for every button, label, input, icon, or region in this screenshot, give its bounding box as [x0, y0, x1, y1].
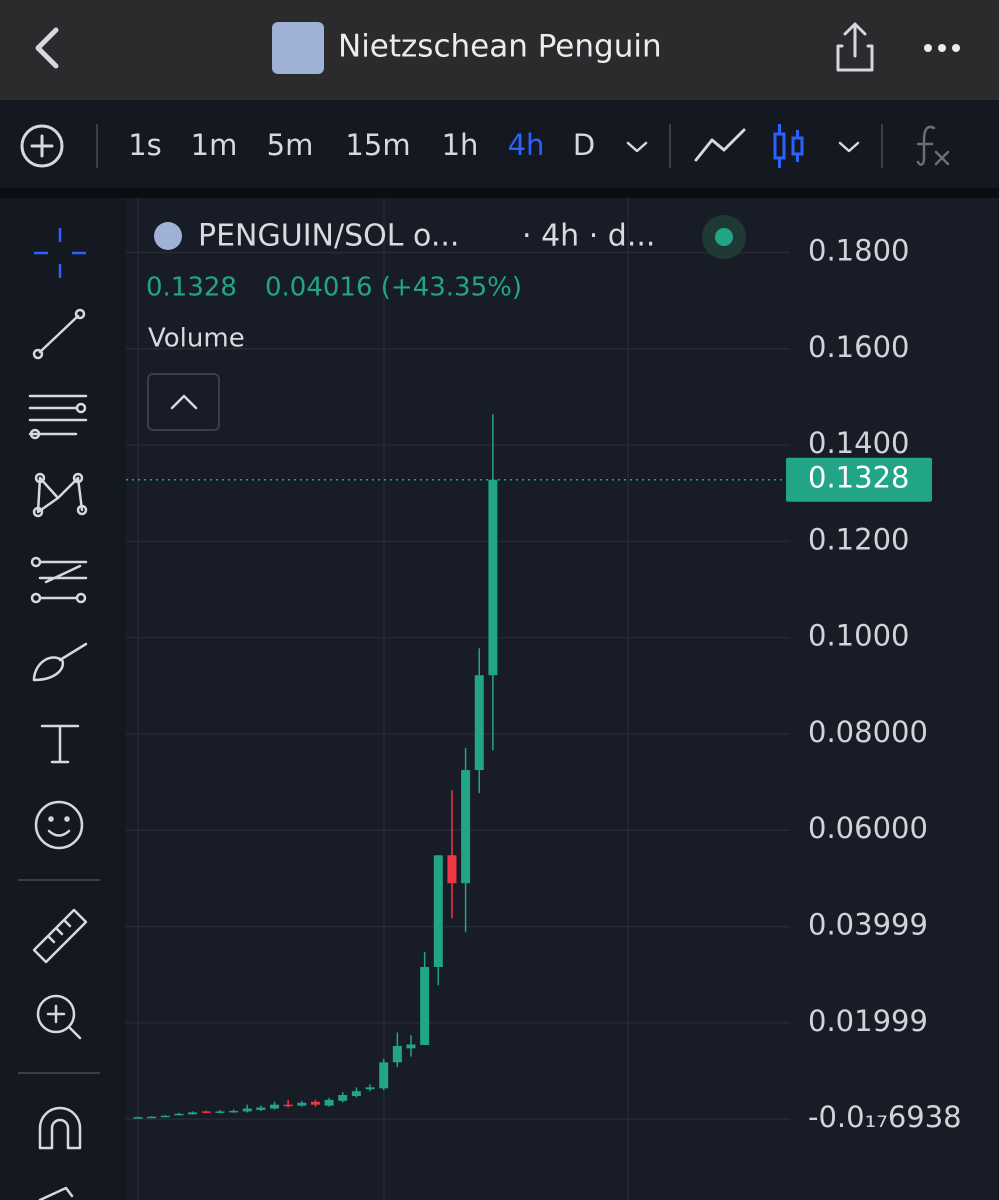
candle-body — [433, 855, 443, 967]
grid — [126, 251, 790, 1120]
y-tick-label: 0.08000 — [808, 715, 928, 749]
legend-change: 0.04016 (+43.35%) — [265, 273, 522, 303]
toolbar — [0, 100, 999, 188]
price-label-bg — [786, 457, 932, 502]
more-button[interactable] — [924, 44, 960, 52]
legend-symbol: PENGUIN/SOL o... — [198, 219, 459, 254]
y-tick-label: 0.1000 — [808, 619, 909, 653]
interval-button[interactable]: 5m — [267, 128, 314, 162]
legend-price: 0.1328 — [146, 273, 237, 303]
interval-dropdown[interactable] — [626, 141, 648, 153]
candle-body — [461, 770, 471, 884]
interval-button[interactable]: 1h — [442, 128, 479, 162]
candle-body — [474, 675, 484, 771]
interval-button[interactable]: 1m — [191, 128, 238, 162]
candle-body — [392, 1045, 402, 1063]
chart-panel — [126, 198, 999, 1200]
zoom-tool[interactable] — [36, 994, 82, 1040]
candle-body — [420, 966, 430, 1045]
candle-body — [488, 479, 498, 676]
y-tick-label: 0.06000 — [808, 811, 928, 845]
candle-chart-button[interactable] — [773, 124, 804, 168]
candle-body — [201, 1111, 211, 1113]
tool-sidebar — [0, 198, 118, 1200]
candle-body — [351, 1091, 361, 1097]
candle-body — [283, 1104, 293, 1107]
line-chart-button[interactable] — [694, 128, 746, 162]
candle-body — [447, 855, 457, 884]
horizontal-lines-tool[interactable] — [28, 394, 88, 440]
candle-body — [270, 1104, 279, 1109]
candle-body — [160, 1115, 170, 1118]
y-tick-label: -0.0₁₇6938 — [808, 1100, 962, 1134]
candle-body — [229, 1110, 239, 1113]
legend-meta: · 4h · d... — [522, 219, 655, 254]
pattern-tool[interactable] — [32, 472, 88, 518]
candle-body — [215, 1111, 225, 1113]
chart-type-dropdown[interactable] — [838, 141, 860, 153]
candle-body — [338, 1095, 348, 1101]
token-icon — [272, 22, 324, 74]
plot — [126, 414, 786, 1119]
header-title: Nietzschean Penguin — [338, 29, 662, 65]
trend-line-tool[interactable] — [32, 308, 86, 360]
magnet-tool[interactable] — [38, 1106, 82, 1150]
text-tool[interactable] — [40, 724, 80, 764]
candle-body — [365, 1087, 375, 1090]
candle-body — [379, 1062, 389, 1089]
emoji-tool[interactable] — [34, 800, 84, 850]
fib-tool[interactable] — [30, 556, 88, 604]
candle-body — [406, 1044, 416, 1049]
interval-button[interactable]: 4h — [508, 128, 545, 162]
price-axis: 0.1800 0.1600 0.1400 0.1200 0.1000 0.08000 0.0… — [786, 233, 962, 1134]
add-indicator-button[interactable] — [20, 124, 64, 168]
candle-body — [147, 1116, 157, 1119]
y-tick-label: 0.01999 — [808, 1004, 928, 1038]
y-tick-label: 0.03999 — [808, 908, 928, 942]
interval-button[interactable]: 15m — [345, 128, 410, 162]
candle-body — [324, 1099, 334, 1106]
back-button[interactable] — [35, 27, 59, 69]
vertical-grid — [137, 198, 629, 1200]
interval-group: 1s 1m 5m 15m 1h 4h D — [128, 128, 595, 162]
brush-tool[interactable] — [32, 642, 88, 682]
candle-body — [242, 1108, 252, 1112]
indicators-button[interactable] — [916, 125, 950, 166]
legend-token-icon — [154, 222, 182, 250]
candle-body — [310, 1101, 320, 1105]
interval-button[interactable]: 1s — [128, 128, 162, 162]
ruler-tool[interactable] — [32, 908, 88, 964]
collapse-icon — [170, 394, 198, 410]
candle-body — [256, 1107, 266, 1110]
interval-button[interactable]: D — [573, 128, 595, 162]
candle-body — [133, 1117, 143, 1119]
legend-volume: Volume — [148, 324, 245, 354]
price-label: 0.1328 — [808, 461, 909, 495]
y-tick-label: 0.1400 — [808, 426, 909, 460]
separator — [0, 188, 999, 198]
y-tick-label: 0.1600 — [808, 330, 909, 364]
y-tick-label: 0.1200 — [808, 522, 909, 556]
header-bar — [0, 0, 999, 100]
candle-body — [174, 1113, 184, 1116]
lock-tool[interactable] — [38, 1186, 74, 1200]
candle-body — [297, 1102, 307, 1106]
y-tick-label: 0.1800 — [808, 233, 909, 267]
collapse-legend-button[interactable] — [147, 373, 220, 431]
share-button[interactable] — [836, 22, 874, 72]
crosshair-tool[interactable] — [34, 228, 86, 278]
status-dot — [715, 228, 733, 246]
candle-body — [188, 1112, 198, 1115]
